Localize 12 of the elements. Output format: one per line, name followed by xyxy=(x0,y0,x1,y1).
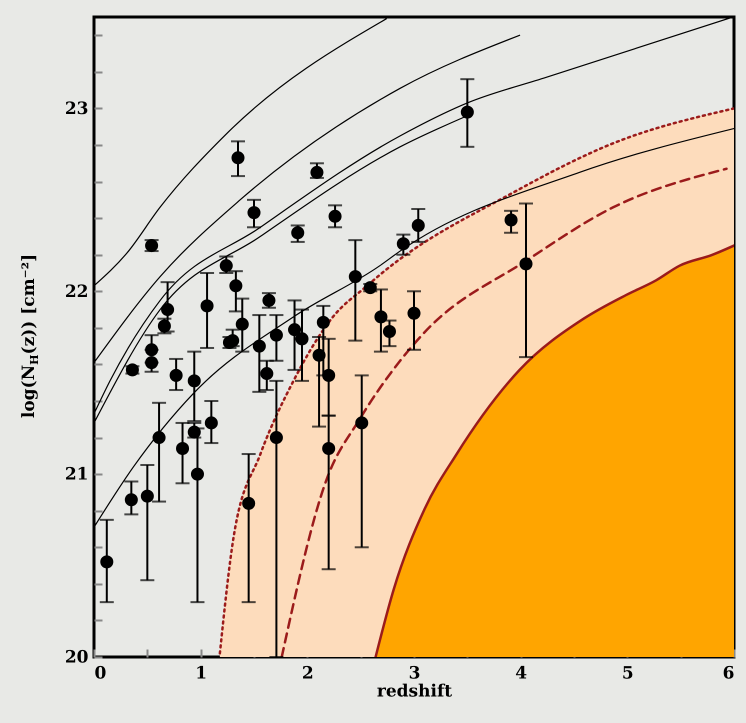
x-tick-label: 0 xyxy=(94,664,106,684)
y-tick-label: 20 xyxy=(64,648,89,668)
x-tick-label: 6 xyxy=(722,664,734,684)
x-axis-title: redshift xyxy=(376,682,452,702)
x-tick-label: 1 xyxy=(195,664,208,684)
y-tick-label: 21 xyxy=(64,464,88,485)
y-tick-label: 23 xyxy=(64,98,88,119)
x-tick-label: 2 xyxy=(302,664,314,684)
y-tick-label: 22 xyxy=(64,282,88,302)
x-tick-label: 5 xyxy=(622,664,634,684)
x-tick-label: 4 xyxy=(515,664,528,684)
x-tick-label: 3 xyxy=(408,664,420,684)
